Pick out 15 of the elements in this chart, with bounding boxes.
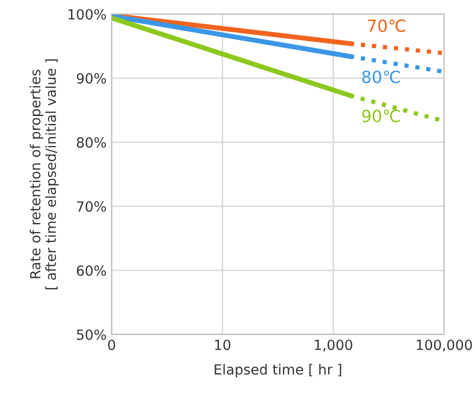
series-label: 90℃ (362, 110, 400, 122)
y-tick-label: 70% (77, 201, 106, 212)
y-tick-label: 60% (76, 265, 106, 276)
x-tick-label: 100,000 (416, 340, 472, 352)
series-label: 70℃ (368, 19, 406, 32)
x-axis-title: Elapsed time [ hr ] (214, 364, 342, 378)
x-tick-label: 1,000 (314, 340, 352, 352)
x-tick-label: 10 (215, 340, 230, 350)
y-axis-title: Rate of retention of properties [ after time elapsed/initial value ] (30, 59, 59, 290)
y-tick-label: 90% (76, 73, 106, 84)
y-tick-label: 80% (76, 137, 106, 148)
series-label: 80℃ (362, 70, 400, 84)
y-tick-label: 100% (68, 9, 106, 20)
x-tick-label: 0 (108, 340, 116, 350)
y-tick-label: 50% (76, 329, 106, 340)
